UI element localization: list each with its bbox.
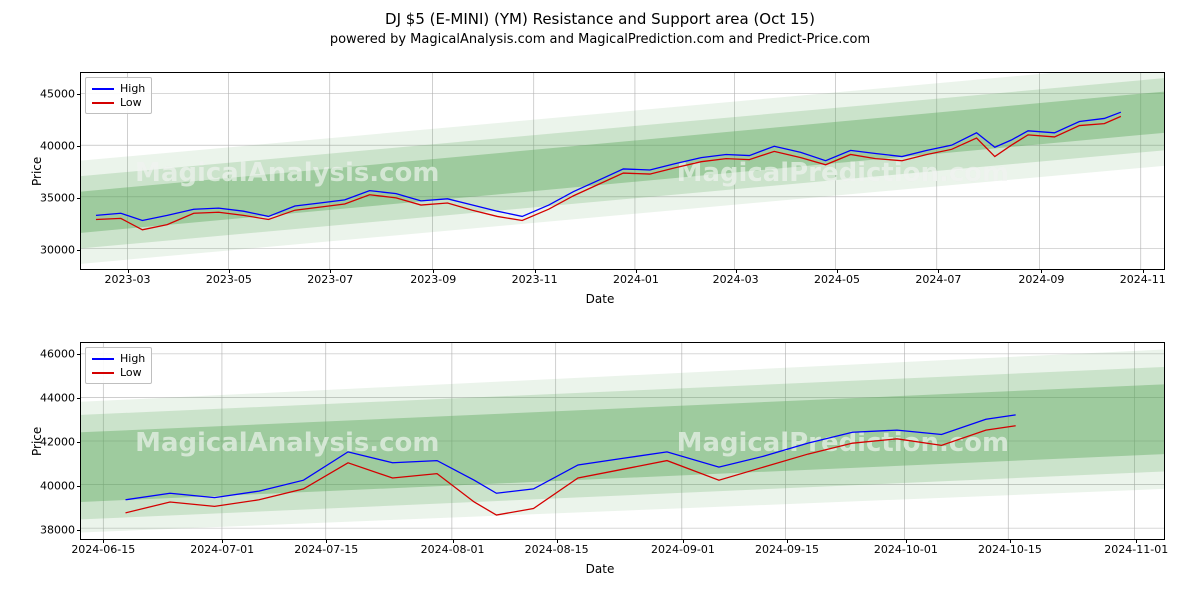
legend-label-high: High [120,82,145,96]
xtick-label: 2024-10-01 [874,539,938,556]
chart-title: DJ $5 (E-MINI) (YM) Resistance and Suppo… [0,10,1200,28]
ytick-label: 40000 [40,480,81,493]
ytick-label: 30000 [40,244,81,257]
ytick-label: 46000 [40,348,81,361]
xtick-label: 2023-11 [512,269,558,286]
xtick-label: 2024-10-15 [978,539,1042,556]
figure: DJ $5 (E-MINI) (YM) Resistance and Suppo… [0,0,1200,600]
legend-item-high: High [92,82,145,96]
xtick-label: 2024-11-01 [1104,539,1168,556]
xtick-label: 2024-06-15 [71,539,135,556]
legend-label-low: Low [120,96,142,110]
svg-text:MagicalAnalysis.com: MagicalAnalysis.com [135,158,439,188]
xtick-label: 2024-09 [1018,269,1064,286]
xtick-label: 2024-11 [1120,269,1166,286]
xtick-label: 2024-07 [915,269,961,286]
xtick-label: 2024-05 [814,269,860,286]
chart-2-axes: MagicalAnalysis.com MagicalPrediction.com… [80,342,1165,540]
legend-item-low: Low [92,366,145,380]
xtick-label: 2024-08-15 [525,539,589,556]
chart-1-axes: MagicalAnalysis.com MagicalPrediction.com… [80,72,1165,270]
legend-item-low: Low [92,96,145,110]
xtick-label: 2024-09-15 [755,539,819,556]
legend-item-high: High [92,352,145,366]
ytick-label: 45000 [40,87,81,100]
chart-1-ylabel: Price [30,157,44,186]
legend-swatch-low [92,102,114,104]
chart-subtitle: powered by MagicalAnalysis.com and Magic… [0,32,1200,47]
xtick-label: 2024-07-01 [190,539,254,556]
legend-swatch-high [92,88,114,90]
legend-label-low: Low [120,366,142,380]
xtick-label: 2023-07 [307,269,353,286]
chart-2-ylabel: Price [30,427,44,456]
chart-1-plot: MagicalAnalysis.com MagicalPrediction.com… [81,73,1164,269]
ytick-label: 38000 [40,524,81,537]
legend-swatch-low [92,372,114,374]
svg-text:MagicalPrediction.com: MagicalPrediction.com [677,158,1009,188]
xtick-label: 2024-08-01 [421,539,485,556]
ytick-label: 35000 [40,192,81,205]
xtick-label: 2023-05 [206,269,252,286]
chart-1-legend: High Low [85,77,152,114]
xtick-label: 2023-03 [105,269,151,286]
chart-2-legend: High Low [85,347,152,384]
legend-label-high: High [120,352,145,366]
xtick-label: 2023-09 [410,269,456,286]
chart-1-xlabel: Date [0,292,1200,306]
chart-2-xlabel: Date [0,562,1200,576]
legend-swatch-high [92,358,114,360]
xtick-label: 2024-03 [713,269,759,286]
xtick-label: 2024-07-15 [294,539,358,556]
ytick-label: 42000 [40,436,81,449]
ytick-label: 44000 [40,392,81,405]
chart-2-plot: MagicalAnalysis.com MagicalPrediction.com… [81,343,1164,539]
xtick-label: 2024-09-01 [651,539,715,556]
svg-text:MagicalPrediction.com: MagicalPrediction.com [677,428,1009,458]
xtick-label: 2024-01 [613,269,659,286]
ytick-label: 40000 [40,139,81,152]
svg-text:MagicalAnalysis.com: MagicalAnalysis.com [135,428,439,458]
